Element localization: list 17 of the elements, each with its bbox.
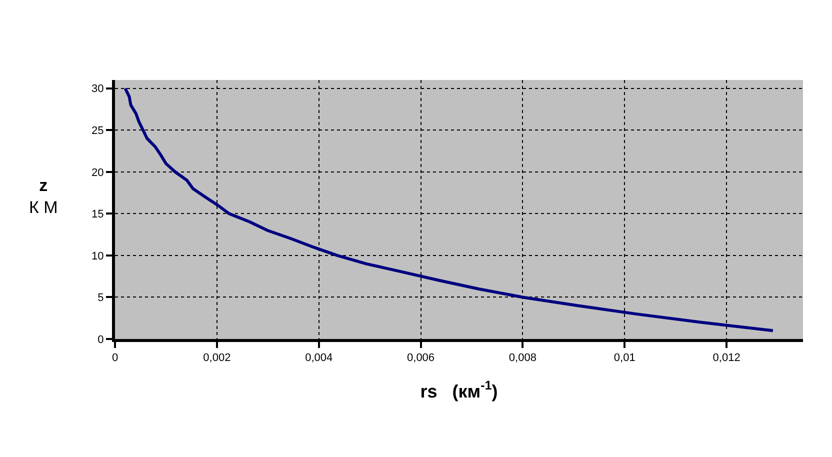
y-tick-label: 20	[92, 166, 104, 179]
x-tick-label: 0,004	[305, 352, 333, 364]
x-tick-label: 0,01	[614, 352, 636, 364]
x-tick-label: 0,006	[407, 352, 435, 364]
x-axis-title: rs (км$^{-1}$)	[420, 378, 498, 402]
y-tick-label: 0	[98, 334, 104, 346]
x-tick-label: 0,008	[508, 352, 536, 364]
x-tick-label: 0,002	[203, 352, 231, 364]
x-tick-label: 0,012	[712, 352, 740, 364]
y-tick-label: 10	[92, 250, 104, 262]
y-tick-label: 25	[92, 124, 104, 137]
y-tick-label: 15	[92, 208, 104, 221]
y-tick-label: 5	[98, 292, 104, 304]
x-tick-label: 0	[112, 352, 118, 364]
y-axis-title: z К М	[29, 176, 58, 218]
y-tick-label: 30	[92, 83, 104, 96]
line-series	[124, 86, 774, 332]
